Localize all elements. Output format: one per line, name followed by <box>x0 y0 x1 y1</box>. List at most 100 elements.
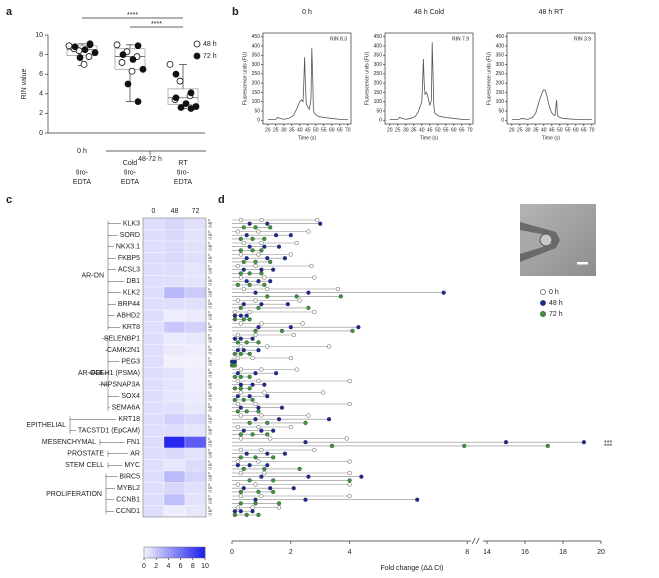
data-point <box>241 428 246 433</box>
y-tick-label: 8 <box>39 51 43 58</box>
data-point <box>235 394 240 399</box>
data-point <box>271 428 276 433</box>
data-point <box>238 217 243 223</box>
data-point <box>250 355 255 361</box>
data-point <box>259 302 264 307</box>
data-point <box>256 305 261 310</box>
group-label: MESENCHYMAL <box>42 439 96 446</box>
colorbar-step <box>201 547 204 558</box>
data-point <box>241 348 246 353</box>
row-tick-label: 0 <box>208 460 210 464</box>
heat-cell <box>184 367 207 380</box>
gene-label: SORD <box>120 232 140 239</box>
row-tick-label: 0 <box>208 230 210 234</box>
colorbar-step <box>182 547 184 558</box>
data-point <box>294 294 299 299</box>
heat-cell <box>184 229 207 242</box>
row-tick-label: 72 <box>208 271 212 275</box>
data-point <box>303 440 308 445</box>
row-tick-label: 72 <box>208 282 212 286</box>
y-axis-label: Fluorescence units (FU) <box>486 51 492 105</box>
gene-label: BIRC5 <box>119 474 140 481</box>
heat-cell <box>163 424 186 437</box>
data-point <box>244 409 249 414</box>
heat-cell <box>184 321 207 334</box>
row-tick-label: 72 <box>208 420 212 424</box>
heat-cell <box>163 240 186 253</box>
data-point <box>276 417 282 422</box>
heat-cell <box>163 286 186 299</box>
gene-label: ACSL3 <box>118 267 140 274</box>
heat-cell <box>163 505 186 518</box>
gene-label: CCND1 <box>116 508 140 515</box>
data-point <box>265 463 270 468</box>
row-tick-label: 48 <box>208 268 212 272</box>
group-label: EPITHELIAL <box>26 422 66 429</box>
data-point <box>235 482 240 487</box>
y-tick-label: 100 <box>252 99 261 105</box>
row-tick-label: 72 <box>208 351 212 355</box>
data-point <box>309 263 314 269</box>
heat-cell <box>142 401 165 414</box>
data-point <box>232 374 238 379</box>
legend-marker <box>540 311 546 317</box>
legend-label: 72 h <box>549 311 563 318</box>
row-tick-label: 72 <box>208 294 212 298</box>
x-tick-label: 60 <box>573 127 579 133</box>
data-point <box>238 367 243 372</box>
colorbar-step <box>169 547 172 558</box>
heat-cell <box>142 286 165 299</box>
data-point <box>274 233 279 238</box>
data-point <box>300 321 305 326</box>
data-point <box>326 417 332 422</box>
significance: *** <box>604 444 612 451</box>
row-tick-label: 48 <box>208 222 212 226</box>
x-tick-label: 70 <box>467 127 473 133</box>
data-point <box>326 344 332 349</box>
data-point <box>250 397 255 402</box>
data-point <box>256 348 261 353</box>
trace <box>511 89 592 120</box>
category-label: EDTA <box>174 179 192 186</box>
heat-cell <box>163 367 186 380</box>
data-point <box>172 94 180 102</box>
heat-cell <box>142 505 165 518</box>
x-tick-label: 4 <box>348 549 352 556</box>
data-point <box>86 40 94 48</box>
data-point <box>80 61 88 68</box>
colorbar-step <box>172 547 175 558</box>
data-point <box>347 493 352 499</box>
data-point <box>232 509 238 514</box>
gene-label: NKX3.1 <box>116 244 140 251</box>
heat-cell <box>163 447 186 460</box>
data-point <box>253 497 258 502</box>
row-tick-label: 72 <box>208 363 212 367</box>
x-tick-label: 20 <box>597 549 605 556</box>
category-label: Cold <box>123 160 138 167</box>
data-point <box>238 236 243 241</box>
heat-cell <box>142 298 165 311</box>
data-point <box>359 474 364 479</box>
data-point <box>253 455 258 460</box>
row-tick-label: 0 <box>208 391 210 395</box>
x-axis-label: Time (s) <box>542 135 560 141</box>
heat-cell <box>142 275 165 288</box>
data-point <box>238 509 243 514</box>
data-point <box>241 466 246 471</box>
data-point <box>119 51 127 58</box>
row-tick-label: 0 <box>208 402 210 406</box>
colorbar-step <box>188 547 191 558</box>
data-point <box>279 405 285 410</box>
data-point <box>268 486 273 491</box>
colorbar-step <box>154 547 157 558</box>
group-label: AR-OFF <box>78 370 104 377</box>
data-point <box>262 382 267 387</box>
micrograph <box>520 204 596 276</box>
group-label: STEM CELL <box>65 462 104 469</box>
x-tick-label: 0 <box>230 549 234 556</box>
data-point <box>415 497 420 502</box>
row-tick-label: 0 <box>208 299 210 303</box>
row-tick-label: 0 <box>208 310 210 314</box>
data-point <box>235 298 240 303</box>
heat-cell <box>163 413 186 426</box>
